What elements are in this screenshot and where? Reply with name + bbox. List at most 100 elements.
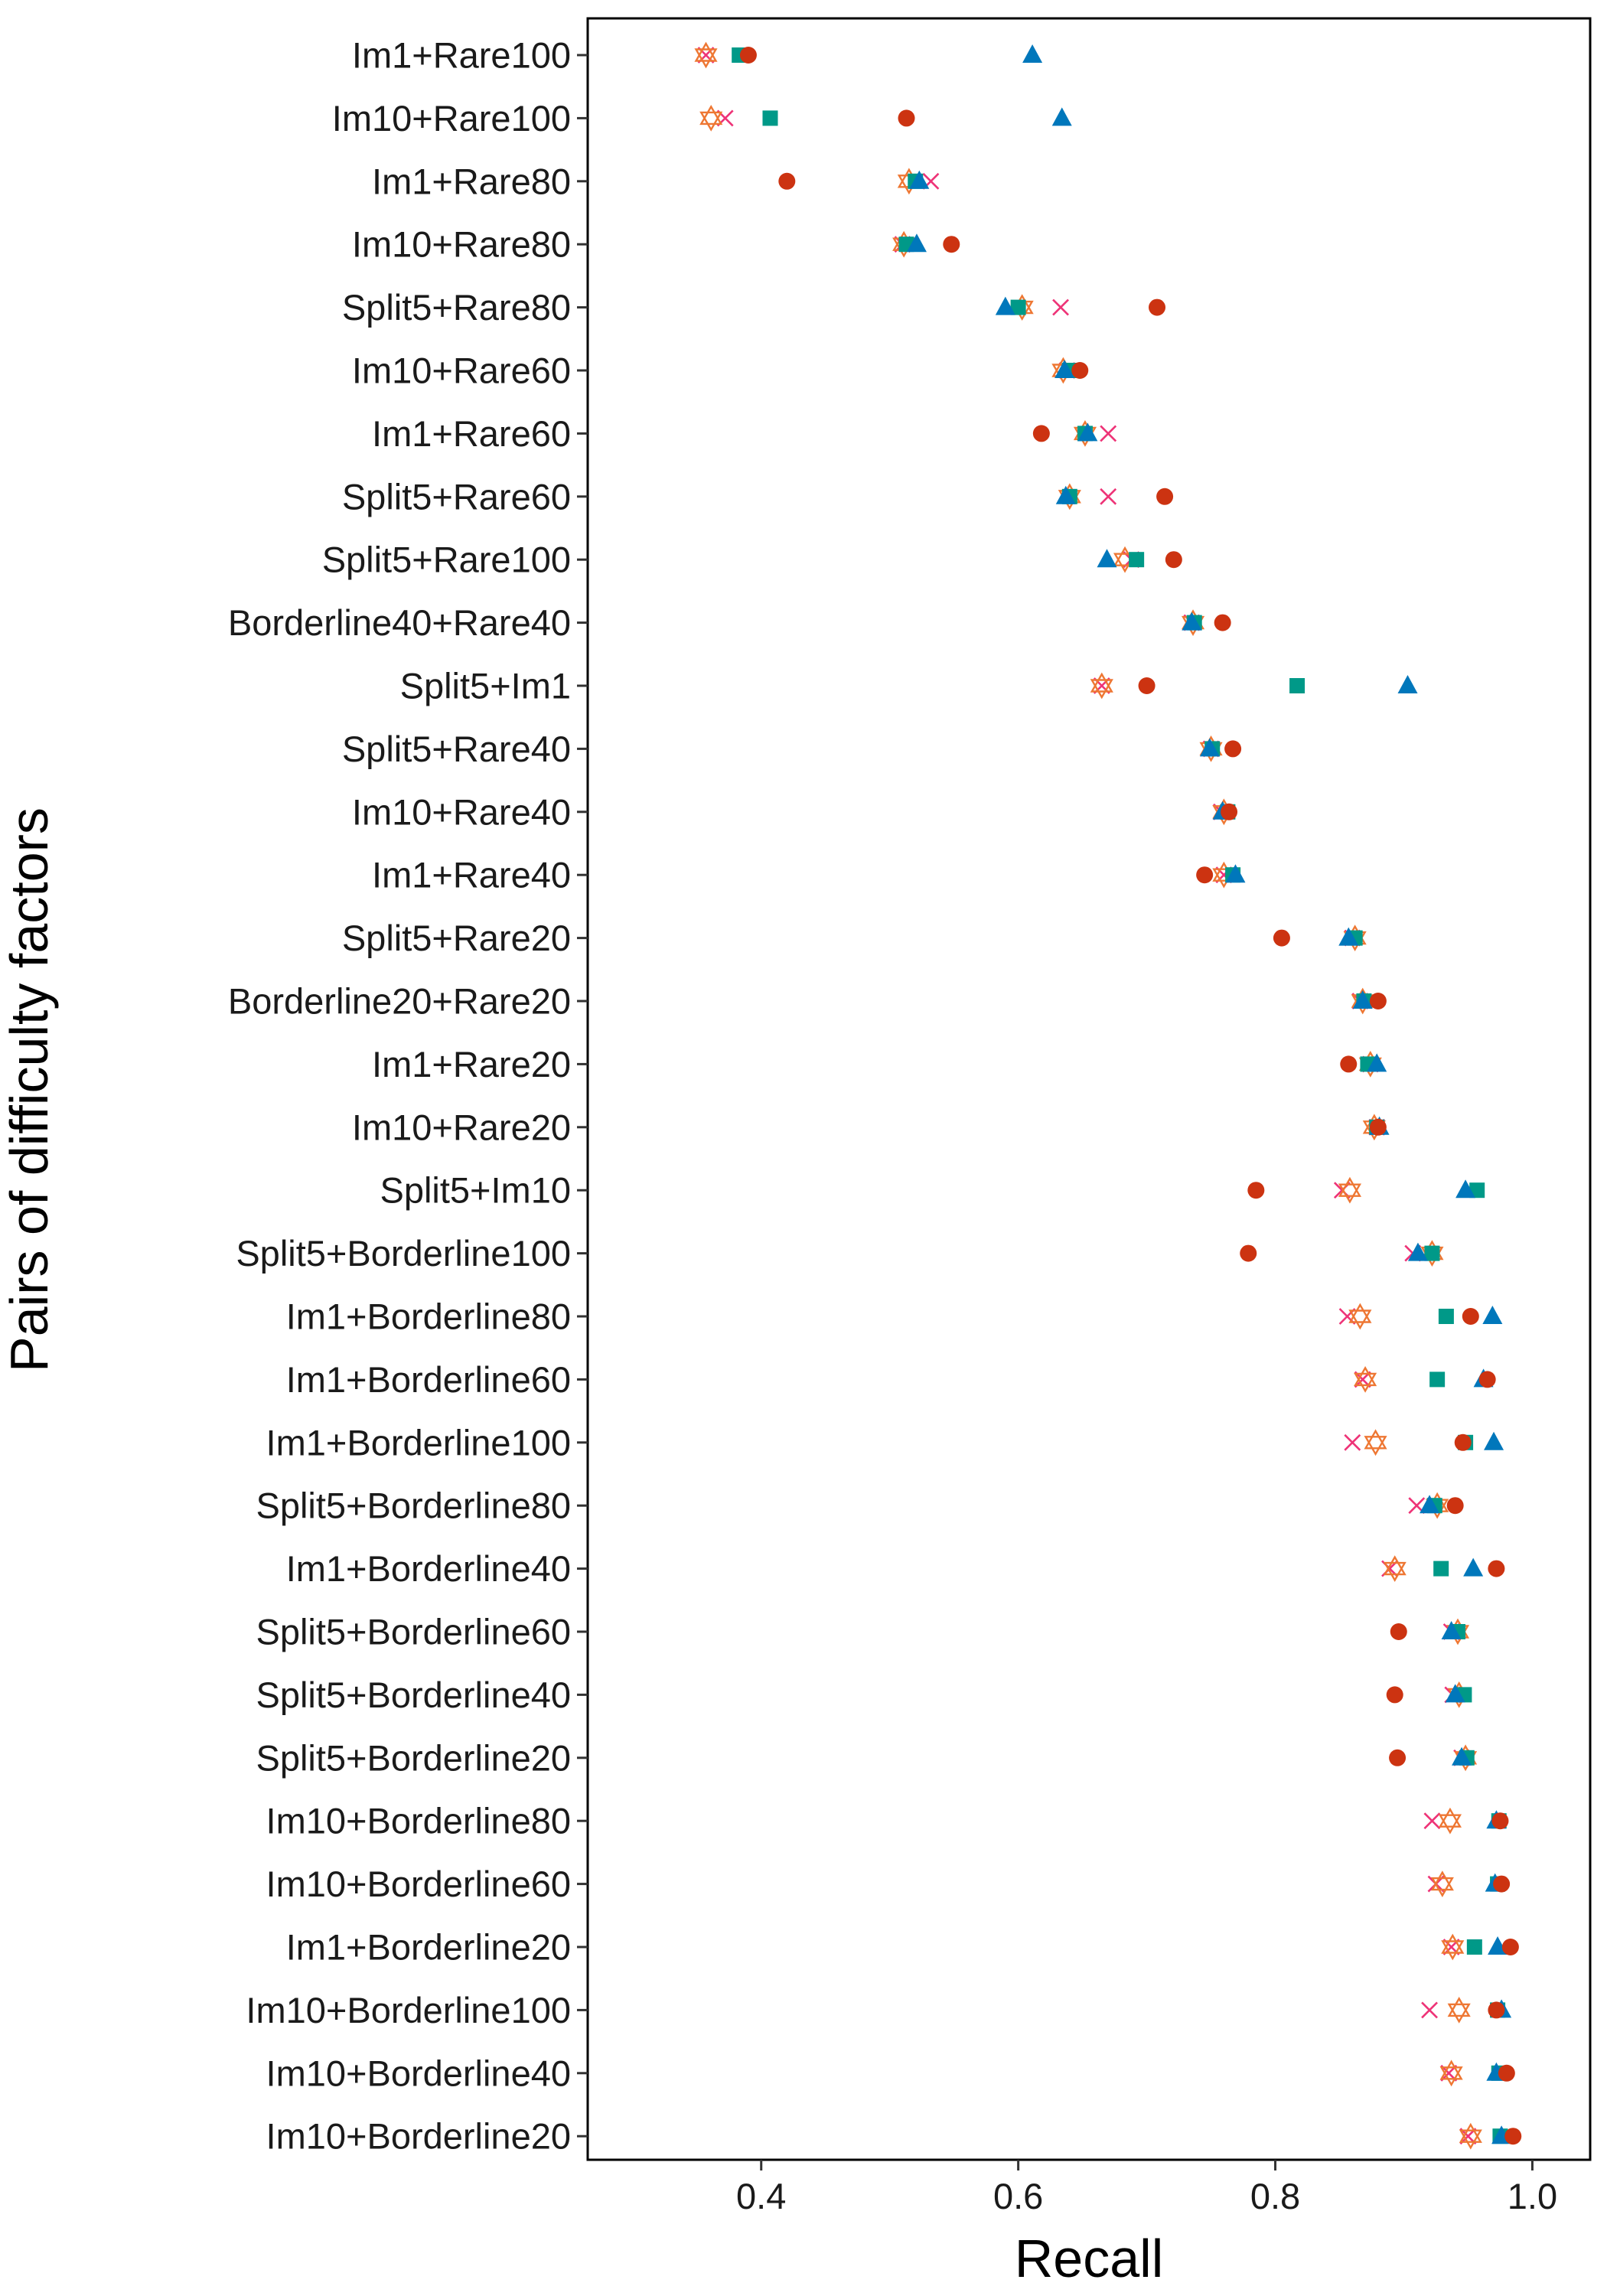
triangle-point <box>1420 1495 1440 1514</box>
triangle-point <box>1367 1053 1387 1072</box>
y-tick-label: Im10+Rare40 <box>352 791 571 832</box>
triangle-point <box>1463 1557 1484 1577</box>
triangle-point <box>1182 612 1202 631</box>
y-tick-label: Borderline40+Rare40 <box>228 602 571 643</box>
y-tick-label: Im1+Rare60 <box>372 413 571 454</box>
hexagram-point <box>1364 1429 1387 1456</box>
square-point <box>1129 552 1145 568</box>
circle-point <box>1165 551 1182 569</box>
triangle-point <box>1077 422 1098 442</box>
y-axis: Im1+Rare100 Im10+Rare100 Im1+Rare80 Im10+Ra… <box>228 35 588 2157</box>
circle-point <box>1389 1749 1407 1766</box>
circle-point <box>1491 1812 1509 1830</box>
y-tick-label: Im10+Rare80 <box>352 224 571 265</box>
y-tick-label: Im1+Rare100 <box>352 35 571 76</box>
y-tick-label: Im10+Borderline80 <box>266 1801 571 1841</box>
hexagram-point <box>1090 672 1113 700</box>
square-point <box>1424 1245 1440 1261</box>
triangle-point <box>1441 1621 1462 1639</box>
circle-point <box>1493 1875 1511 1893</box>
y-tick-label: Split5+Borderline60 <box>256 1612 571 1652</box>
circle-point <box>1369 1118 1387 1136</box>
circle-point <box>1462 1308 1479 1325</box>
square-point <box>1289 678 1305 693</box>
triangle-point <box>1097 549 1117 568</box>
y-tick-label: Split5+Rare100 <box>322 540 571 580</box>
cross-point <box>1100 425 1117 442</box>
y-tick-label: Split5+Borderline80 <box>256 1486 571 1526</box>
circle-point <box>1488 1560 1505 1577</box>
triangle-point <box>1407 1242 1428 1261</box>
circle-point <box>1488 2001 1505 2019</box>
y-tick-label: Im10+Borderline100 <box>246 1990 571 2030</box>
triangle-point <box>1055 485 1076 504</box>
triangle-point <box>1445 1684 1465 1703</box>
hexagram-point <box>1430 1870 1454 1898</box>
triangle-point <box>1199 738 1220 757</box>
cross-point <box>1344 1433 1361 1451</box>
circle-point <box>1032 425 1050 442</box>
circle-point <box>898 109 915 127</box>
triangle-point <box>909 170 930 189</box>
circle-point <box>1196 866 1214 884</box>
cross-point <box>1100 488 1117 505</box>
y-tick-label: Im10+Rare20 <box>352 1107 571 1147</box>
circle-point <box>1247 1182 1265 1199</box>
y-tick-label: Split5+Rare20 <box>342 918 571 958</box>
circle-point <box>1221 803 1238 820</box>
y-axis-title: Pairs of difficulty factors <box>0 807 59 1372</box>
x-tick-label: 0.6 <box>993 2176 1043 2216</box>
circle-point <box>1156 488 1174 505</box>
circle-point <box>1240 1244 1257 1262</box>
y-tick-label: Split5+Rare60 <box>342 476 571 517</box>
circle-point <box>943 236 960 253</box>
hexagram-point <box>1441 1933 1465 1961</box>
circle-point <box>1214 614 1231 631</box>
cross-point <box>1423 1812 1441 1830</box>
circle-point <box>1390 1623 1407 1640</box>
circle-point <box>1478 1371 1496 1388</box>
y-tick-label: Im1+Borderline80 <box>286 1296 571 1337</box>
triangle-point <box>995 296 1015 315</box>
y-tick-label: Borderline20+Rare20 <box>228 981 571 1022</box>
square-point <box>1010 299 1026 315</box>
x-tick-label: 1.0 <box>1508 2176 1557 2216</box>
circle-point <box>1446 1497 1464 1515</box>
hexagram-point <box>1447 1996 1471 2024</box>
hexagram-point <box>1338 1176 1362 1204</box>
y-tick-label: Im1+Rare40 <box>372 855 571 895</box>
y-tick-label: Split5+Borderline40 <box>256 1675 571 1715</box>
x-axis-title: Recall <box>1015 2229 1164 2288</box>
triangle-point <box>1484 1431 1504 1450</box>
triangle-point <box>1352 990 1373 1009</box>
triangle-point <box>1452 1746 1472 1766</box>
circle-point <box>778 172 796 190</box>
circle-point <box>1071 362 1089 379</box>
circle-point <box>1149 298 1166 316</box>
hexagram-point <box>694 41 718 69</box>
circle-point <box>739 47 757 64</box>
y-tick-label: Im10+Rare100 <box>332 98 571 139</box>
circle-point <box>1454 1433 1472 1451</box>
x-axis: 0.4 0.6 0.8 1.0 <box>736 2160 1557 2216</box>
circle-point <box>1386 1686 1403 1704</box>
circle-point <box>1138 677 1156 694</box>
y-tick-label: Im1+Borderline100 <box>266 1422 571 1463</box>
square-point <box>1429 1371 1446 1388</box>
circle-point <box>1369 993 1387 1009</box>
y-tick-label: Im10+Rare60 <box>352 351 571 391</box>
x-tick-label: 0.4 <box>736 2176 786 2216</box>
data-points <box>694 41 1522 2150</box>
hexagram-point <box>1354 1365 1377 1393</box>
circle-point <box>1501 1939 1519 1955</box>
triangle-point <box>1225 864 1246 883</box>
cross-point <box>1052 298 1069 316</box>
hexagram-point <box>1439 2060 1463 2087</box>
circle-point <box>1498 2064 1515 2082</box>
circle-point <box>1224 740 1242 758</box>
cross-point <box>1421 2001 1438 2019</box>
y-tick-label: Im1+Rare20 <box>372 1044 571 1084</box>
y-tick-label: Split5+Im10 <box>380 1170 571 1211</box>
triangle-point <box>1338 927 1359 946</box>
